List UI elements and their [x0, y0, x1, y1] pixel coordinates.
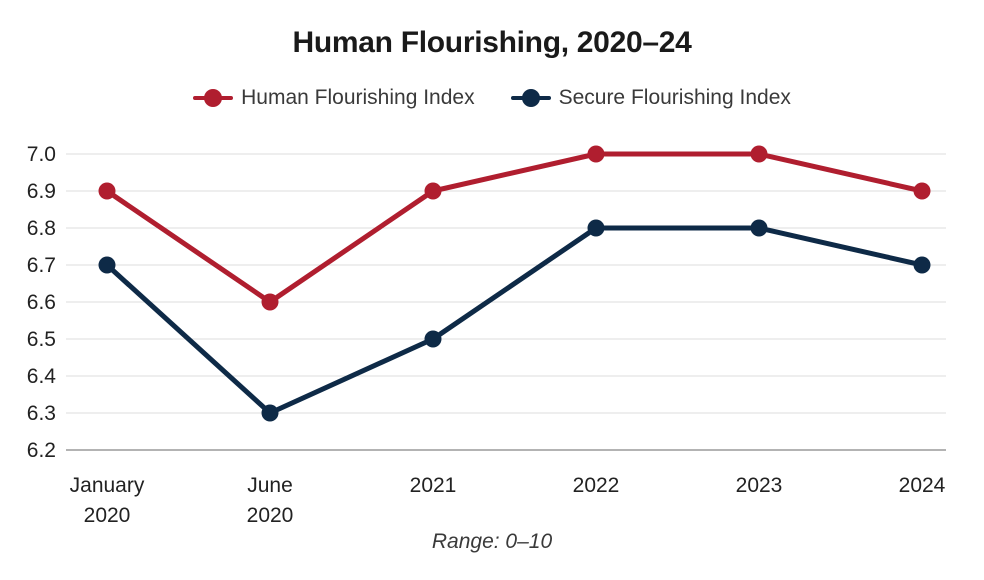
legend: Human Flourishing Index Secure Flourishi…: [0, 86, 984, 110]
x-tick-label: 2020: [84, 504, 131, 527]
y-tick-label: 6.8: [27, 217, 56, 240]
x-tick-label: June: [247, 474, 293, 497]
x-tick-label: 2021: [410, 474, 457, 497]
legend-item-secure-flourishing: Secure Flourishing Index: [510, 86, 791, 110]
series-line-human-flourishing: [104, 151, 925, 305]
legend-label-human-flourishing: Human Flourishing Index: [241, 86, 475, 109]
y-tick-label: 6.6: [27, 291, 56, 314]
series-line-secure-flourishing: [104, 225, 925, 416]
y-tick-label: 7.0: [27, 143, 56, 166]
y-tick-label: 6.5: [27, 328, 56, 351]
legend-swatch-human-flourishing: [193, 88, 234, 108]
y-tick-label: 6.2: [27, 439, 56, 462]
data-point-human-flourishing: [587, 145, 605, 163]
data-point-human-flourishing: [98, 182, 116, 200]
data-point-human-flourishing: [913, 182, 931, 200]
x-tick-label: January: [70, 474, 145, 497]
legend-swatch-secure-flourishing: [510, 88, 551, 108]
legend-item-human-flourishing: Human Flourishing Index: [193, 86, 475, 110]
x-tick-label: 2020: [247, 504, 294, 527]
x-tick-label: 2024: [899, 474, 946, 497]
chart-title: Human Flourishing, 2020–24: [292, 26, 692, 59]
range-note: Range: 0–10: [431, 530, 553, 553]
x-tick-label: 2023: [736, 474, 783, 497]
x-tick-label: 2022: [573, 474, 620, 497]
data-point-human-flourishing: [261, 293, 279, 311]
y-tick-label: 6.7: [27, 254, 56, 277]
legend-label-secure-flourishing: Secure Flourishing Index: [558, 86, 791, 109]
data-point-secure-flourishing: [587, 219, 605, 237]
y-tick-label: 6.9: [27, 180, 56, 203]
data-point-secure-flourishing: [424, 330, 442, 348]
data-point-secure-flourishing: [750, 219, 768, 237]
y-tick-label: 6.4: [27, 365, 57, 388]
data-point-secure-flourishing: [261, 404, 279, 422]
data-point-secure-flourishing: [913, 256, 931, 274]
y-tick-label: 6.3: [27, 402, 56, 425]
data-point-secure-flourishing: [98, 256, 116, 274]
data-point-human-flourishing: [424, 182, 442, 200]
data-point-human-flourishing: [750, 145, 768, 163]
